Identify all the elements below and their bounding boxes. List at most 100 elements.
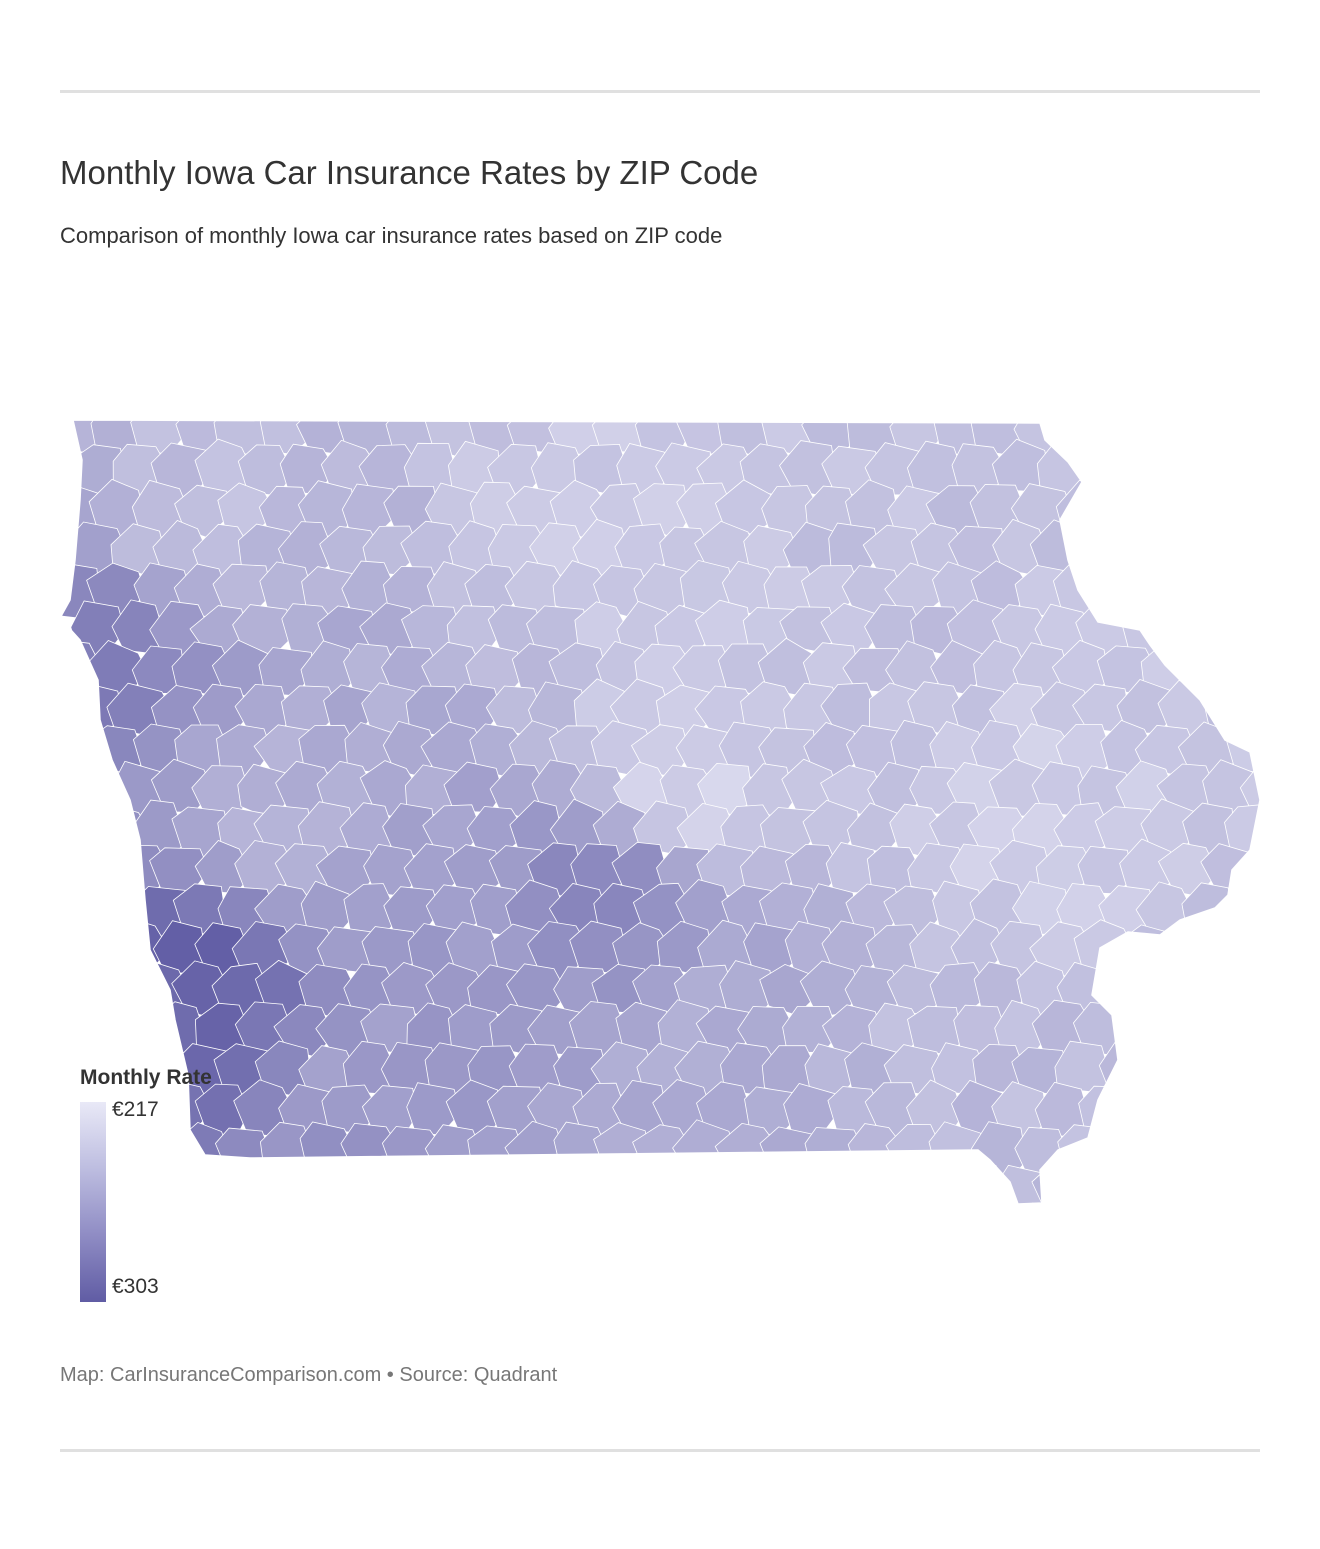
zip-region[interactable] <box>820 1164 882 1220</box>
zip-region[interactable] <box>1268 1208 1320 1259</box>
zip-region[interactable] <box>193 1162 252 1218</box>
zip-region[interactable] <box>363 1161 420 1218</box>
zip-region[interactable] <box>1286 1165 1320 1218</box>
zip-region[interactable] <box>1202 1005 1263 1053</box>
zip-region[interactable] <box>1248 1004 1307 1054</box>
zip-region[interactable] <box>318 1164 377 1220</box>
zip-region[interactable] <box>720 1207 781 1255</box>
zip-region[interactable] <box>1144 482 1199 541</box>
zip-region[interactable] <box>1141 405 1201 458</box>
zip-region[interactable] <box>1266 724 1320 779</box>
zip-region[interactable] <box>780 1166 838 1219</box>
zip-region[interactable] <box>1287 999 1320 1054</box>
zip-region[interactable] <box>255 1199 319 1257</box>
zip-region[interactable] <box>1287 768 1320 821</box>
zip-region[interactable] <box>1266 1042 1320 1092</box>
zip-region[interactable] <box>1226 1204 1278 1254</box>
zip-region[interactable] <box>1222 482 1279 536</box>
zip-region[interactable] <box>340 1202 401 1259</box>
zip-region[interactable] <box>615 1165 672 1217</box>
zip-region[interactable] <box>133 1119 191 1177</box>
zip-region[interactable] <box>1201 1084 1260 1139</box>
zip-region[interactable] <box>489 1165 545 1218</box>
zip-region[interactable] <box>1287 604 1320 658</box>
zip-region[interactable] <box>130 1201 190 1260</box>
zip-region[interactable] <box>804 1201 860 1256</box>
zip-region[interactable] <box>1244 685 1300 737</box>
zip-region[interactable] <box>1098 1201 1152 1255</box>
zip-region[interactable] <box>1078 524 1131 579</box>
zip-region[interactable] <box>1244 1083 1301 1135</box>
zip-region[interactable] <box>49 959 104 1019</box>
zip-region[interactable] <box>72 923 128 975</box>
zip-region[interactable] <box>1220 645 1279 697</box>
zip-region[interactable] <box>1179 1207 1239 1253</box>
zip-region[interactable] <box>1287 682 1320 740</box>
zip-region[interactable] <box>87 880 148 942</box>
zip-region[interactable] <box>108 1000 166 1059</box>
zip-region[interactable] <box>1204 520 1260 575</box>
zip-region[interactable] <box>1078 441 1133 499</box>
zip-region[interactable] <box>89 962 148 1016</box>
zip-region[interactable] <box>1184 560 1240 620</box>
zip-region[interactable] <box>1201 923 1258 975</box>
zip-region[interactable] <box>1009 1203 1074 1256</box>
zip-region[interactable] <box>1227 1119 1283 1177</box>
zip-region[interactable] <box>1286 526 1320 577</box>
zip-region[interactable] <box>65 842 125 896</box>
zip-region[interactable] <box>152 1162 208 1216</box>
zip-region[interactable] <box>1141 965 1196 1018</box>
zip-region[interactable] <box>1263 1122 1320 1179</box>
zip-region[interactable] <box>110 1162 170 1215</box>
zip-region[interactable] <box>1114 1086 1174 1139</box>
zip-region[interactable] <box>633 1202 697 1255</box>
zip-region[interactable] <box>1266 406 1320 454</box>
zip-region[interactable] <box>739 1162 800 1216</box>
zip-region[interactable] <box>300 1205 360 1255</box>
zip-region[interactable] <box>534 1165 586 1222</box>
zip-region[interactable] <box>45 886 105 939</box>
zip-region[interactable] <box>1178 645 1236 692</box>
zip-region[interactable] <box>1205 1161 1257 1215</box>
zip-region[interactable] <box>589 1203 651 1259</box>
zip-region[interactable] <box>846 1207 903 1256</box>
zip-region[interactable] <box>864 1162 927 1217</box>
zip-region[interactable] <box>762 1206 816 1256</box>
zip-region[interactable] <box>1246 924 1306 978</box>
zip-region[interactable] <box>48 805 104 856</box>
zip-region[interactable] <box>1226 880 1279 941</box>
zip-region[interactable] <box>1180 1045 1235 1095</box>
zip-region[interactable] <box>1162 1085 1219 1134</box>
zip-region[interactable] <box>1183 482 1236 536</box>
zip-region[interactable] <box>281 1161 334 1221</box>
zip-region[interactable] <box>1224 1039 1281 1092</box>
zip-region[interactable] <box>66 1001 124 1054</box>
zip-region[interactable] <box>1265 559 1320 619</box>
zip-region[interactable] <box>1055 406 1114 458</box>
zip-region[interactable] <box>1058 1201 1113 1257</box>
zip-region[interactable] <box>1159 445 1220 498</box>
zip-region[interactable] <box>1220 566 1279 617</box>
zip-region[interactable] <box>1160 1000 1220 1059</box>
zip-region[interactable] <box>425 1201 488 1255</box>
zip-region[interactable] <box>508 1201 564 1256</box>
zip-region[interactable] <box>573 1164 627 1214</box>
zip-region[interactable] <box>1225 400 1284 459</box>
zip-region[interactable] <box>928 1201 988 1258</box>
zip-region[interactable] <box>1156 521 1217 574</box>
zip-region[interactable] <box>1114 522 1179 576</box>
zip-region[interactable] <box>1138 1123 1194 1174</box>
zip-region[interactable] <box>886 1202 947 1255</box>
zip-region[interactable] <box>1162 1163 1221 1214</box>
zip-region[interactable] <box>1242 444 1298 495</box>
zip-region[interactable] <box>383 1205 443 1261</box>
zip-region[interactable] <box>694 1158 756 1214</box>
zip-region[interactable] <box>1266 640 1320 696</box>
zip-region[interactable] <box>1203 605 1257 661</box>
zip-region[interactable] <box>174 1201 230 1255</box>
zip-region[interactable] <box>1285 924 1320 979</box>
zip-region[interactable] <box>554 1203 611 1260</box>
zip-region[interactable] <box>1267 880 1320 937</box>
zip-region[interactable] <box>952 1166 1008 1215</box>
